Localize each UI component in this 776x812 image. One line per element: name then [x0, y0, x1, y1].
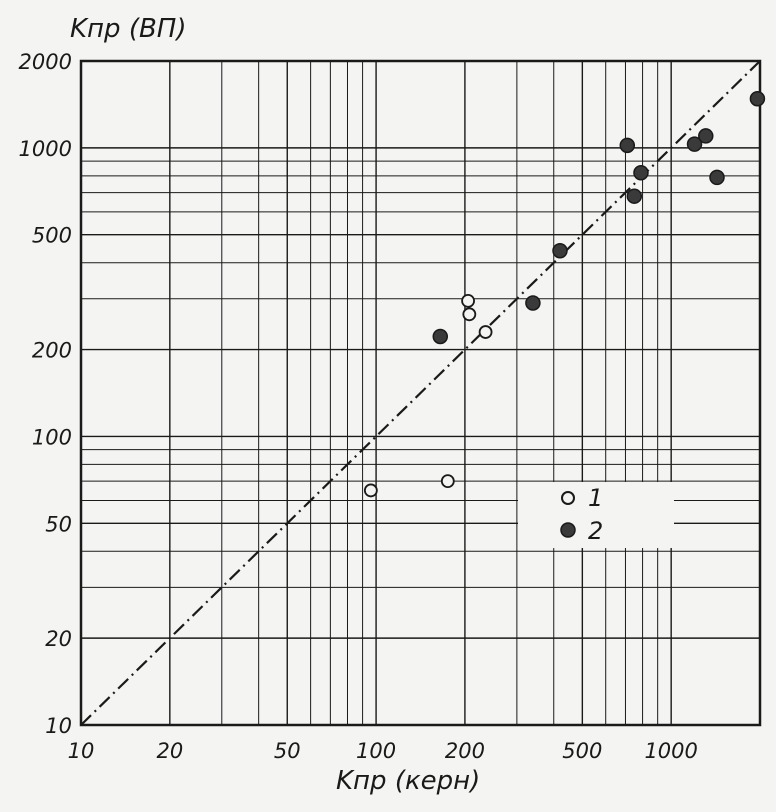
- y-tick-labels: 10 20 50 100 200 500 1000 2000: [19, 50, 72, 738]
- y-tick-label: 500: [32, 224, 72, 248]
- x-tick-label: 1000: [644, 739, 697, 763]
- legend-label-series-1: 1: [588, 484, 603, 512]
- data-point-series-2: [432, 328, 449, 345]
- data-point-series-2: [698, 128, 714, 144]
- data-point-series-2: [709, 169, 725, 186]
- data-point-series-2: [633, 164, 649, 181]
- y-tick-label: 2000: [19, 50, 72, 74]
- data-point-series-2: [525, 295, 541, 311]
- data-point-series-1: [462, 307, 477, 322]
- x-tick-labels: 10 20 50 100 200 500 1000: [68, 739, 698, 763]
- legend-label-series-2: 2: [588, 517, 603, 545]
- data-point-series-1: [478, 325, 493, 339]
- x-axis-title: Kпр (керн): [336, 766, 480, 796]
- y-tick-label: 10: [45, 714, 72, 738]
- x-tick-label: 100: [356, 739, 396, 763]
- data-points: [363, 90, 766, 498]
- y-tick-label: 20: [45, 627, 72, 651]
- legend-marker-open-circle: [561, 491, 575, 505]
- y-tick-label: 1000: [19, 137, 72, 161]
- x-tick-label: 20: [156, 739, 183, 763]
- data-point-series-2: [626, 188, 643, 204]
- x-tick-label: 200: [445, 739, 485, 763]
- plot-frame: [79, 59, 762, 727]
- y-tick-label: 100: [32, 425, 72, 449]
- x-tick-label: 10: [68, 739, 95, 763]
- y-tick-label: 50: [45, 512, 72, 536]
- data-point-series-2: [552, 243, 568, 259]
- legend-box: [518, 482, 674, 548]
- data-point-series-2: [619, 137, 636, 154]
- legend-marker-filled-circle: [560, 522, 576, 538]
- x-tick-label: 50: [274, 739, 301, 763]
- data-point-series-1: [461, 293, 475, 308]
- data-point-series-2: [749, 90, 766, 107]
- y-axis-title: Kпр (ВП): [70, 14, 187, 44]
- x-tick-label: 500: [562, 739, 602, 763]
- y-tick-label: 200: [32, 339, 72, 363]
- data-point-series-1: [440, 474, 455, 489]
- data-point-series-2: [686, 136, 703, 152]
- legend: 1 2: [518, 482, 674, 548]
- data-point-series-1: [363, 483, 378, 498]
